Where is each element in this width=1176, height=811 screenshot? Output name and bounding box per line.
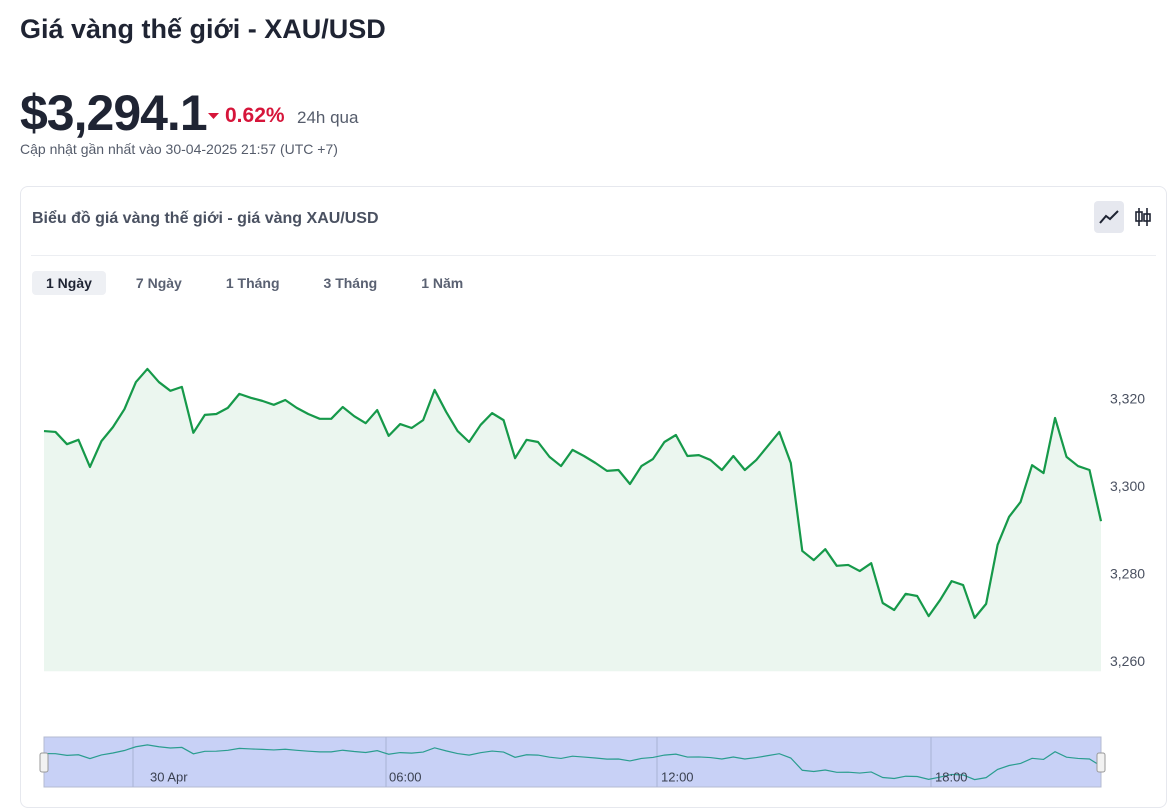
- candle-icon: [1135, 208, 1151, 226]
- y-tick-label: 3,320: [1110, 391, 1145, 407]
- line-icon: [1099, 210, 1119, 224]
- handle: [1096, 752, 1106, 773]
- handle: [39, 752, 49, 773]
- updated-time: Cập nhật gần nhất vào 30-04-2025 21:57 (…: [20, 141, 338, 157]
- navigator-label: 06:00: [389, 769, 422, 784]
- range-tab[interactable]: 1 Ngày: [32, 271, 106, 295]
- area: [44, 368, 1101, 672]
- price-change: 0.62%: [208, 104, 285, 128]
- navigator-line: [43, 744, 1102, 781]
- range-tab[interactable]: 3 Tháng: [323, 275, 378, 291]
- line-chart-button[interactable]: [1094, 201, 1124, 233]
- navigator-handle[interactable]: [39, 752, 49, 773]
- candle-chart-button[interactable]: [1128, 201, 1158, 233]
- range-tabs: 1 Ngày 7 Ngày 1 Tháng 3 Tháng 1 Năm: [32, 271, 493, 295]
- price-line: [43, 367, 1103, 619]
- price: $3,294.1: [20, 85, 208, 141]
- chart-card: Biểu đồ giá vàng thế giới - giá vàng XAU…: [20, 186, 1167, 808]
- range-tab[interactable]: 1 Năm: [421, 275, 464, 291]
- period: 24h qua: [297, 108, 359, 127]
- y-tick-label: 3,300: [1110, 478, 1145, 494]
- range-tab[interactable]: 1 Tháng: [225, 275, 280, 291]
- navigator-handle[interactable]: [1096, 752, 1106, 773]
- navigator-label: 18:00: [935, 769, 968, 784]
- separator: [31, 255, 1156, 256]
- y-tick-label: 3,260: [1110, 653, 1145, 669]
- page-title: Giá vàng thế giới - XAU/USD: [20, 14, 386, 44]
- change-value: 0.62%: [225, 104, 285, 127]
- y-tick-label: 3,280: [1110, 566, 1145, 582]
- navigator-label: 30 Apr: [150, 769, 188, 784]
- range-tab[interactable]: 7 Ngày: [135, 275, 182, 291]
- down-arrow: [208, 113, 219, 119]
- navigator-label: 12:00: [661, 769, 694, 784]
- chart-type-switch: [1094, 201, 1158, 233]
- card-title: Biểu đồ giá vàng thế giới - giá vàng XAU…: [32, 210, 379, 227]
